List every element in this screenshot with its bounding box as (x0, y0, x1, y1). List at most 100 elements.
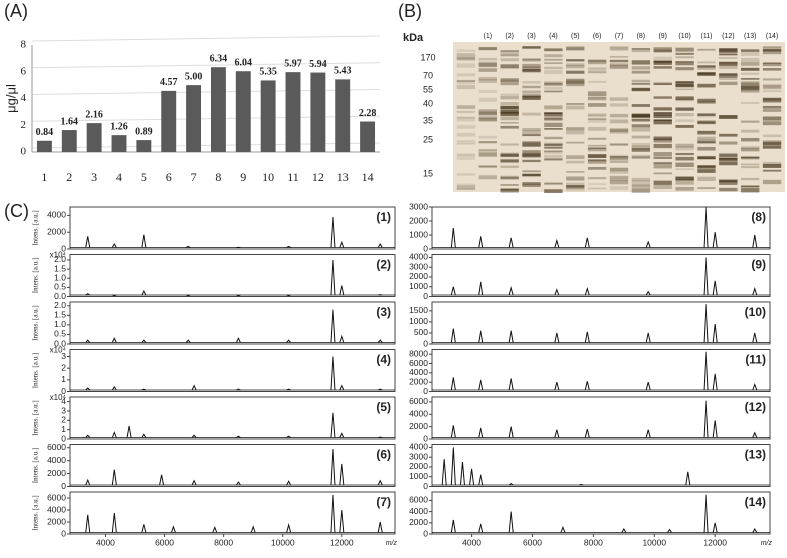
y-tick-label: 0 (423, 528, 428, 538)
peak (111, 242, 117, 248)
band (478, 175, 497, 177)
band (741, 177, 760, 181)
band (675, 180, 694, 185)
band (544, 117, 563, 121)
band (566, 160, 585, 164)
y-tick-label: 0 (21, 146, 27, 158)
spectrum-frame (69, 254, 396, 297)
band (609, 167, 629, 172)
band (741, 156, 760, 159)
y-tick-label: 1.0 (54, 272, 66, 282)
band (631, 127, 651, 132)
band (522, 66, 541, 71)
band (566, 127, 585, 131)
band (653, 112, 672, 116)
band (566, 71, 585, 74)
lane-label: (13) (744, 33, 756, 40)
y-tick-label: 4000 (409, 367, 428, 377)
y-tick-label: 0 (423, 243, 428, 253)
band (741, 72, 760, 75)
spectrum-frame (69, 444, 396, 487)
peak (377, 479, 383, 486)
band (456, 57, 476, 61)
band (609, 154, 629, 158)
peak (141, 289, 147, 296)
band (566, 46, 585, 50)
band (631, 135, 651, 139)
band (587, 154, 607, 158)
band (719, 153, 738, 157)
band (478, 149, 497, 152)
band (587, 182, 607, 186)
band (522, 154, 541, 158)
y-tick-label: 1500 (409, 305, 428, 315)
band (653, 140, 672, 143)
band (719, 73, 738, 78)
peak (703, 304, 709, 343)
band (675, 98, 694, 102)
band (697, 156, 716, 160)
band (478, 109, 497, 114)
peak (377, 339, 383, 343)
lane-label: (10) (678, 33, 690, 40)
x-tick-label: 4000 (462, 537, 481, 547)
value-label: 6.34 (210, 53, 228, 64)
x-tick-label: 14 (362, 170, 374, 184)
band (675, 61, 694, 64)
band (587, 70, 607, 74)
band (741, 83, 760, 86)
band (697, 130, 716, 135)
band (587, 155, 607, 159)
band (478, 89, 497, 94)
value-label: 0.89 (135, 126, 153, 137)
band (500, 143, 519, 146)
band (609, 129, 629, 133)
peak (508, 237, 514, 248)
grid-line (31, 115, 381, 122)
lane-label: (11) (700, 33, 712, 40)
band (697, 121, 716, 124)
peak (339, 384, 345, 391)
band (587, 59, 607, 65)
band (456, 84, 476, 90)
peak (250, 525, 256, 533)
band (609, 119, 629, 124)
band (653, 47, 672, 51)
band (566, 105, 585, 110)
y-tick-label: 6000 (409, 396, 428, 406)
bar (360, 121, 376, 152)
lane-label: (3) (527, 33, 536, 40)
value-label: 2.28 (359, 108, 377, 119)
spectrum-frame (69, 491, 396, 535)
x-tick-label: 5 (141, 170, 147, 184)
band (566, 48, 585, 51)
y-axis-label: Intens. [a.u.] (32, 353, 40, 388)
y-tick-label: 0 (61, 481, 66, 491)
band (653, 66, 672, 69)
y-tick-label: 6000 (409, 495, 428, 505)
band (741, 67, 760, 70)
peak (339, 334, 345, 343)
peak (703, 400, 709, 438)
spectrum-frame (431, 254, 771, 297)
peak (377, 242, 383, 248)
band (697, 61, 716, 64)
band (762, 85, 782, 90)
y-axis-label: Intens. [a.u.] (32, 448, 40, 483)
multiplier: x10⁴ (50, 346, 67, 355)
y-tick-label: 6000 (47, 492, 66, 502)
band (653, 184, 672, 189)
band (609, 155, 629, 160)
bar (235, 71, 251, 152)
band (697, 72, 716, 76)
band (544, 58, 563, 61)
peak (286, 339, 292, 343)
band (741, 57, 760, 63)
band (478, 117, 497, 122)
band (609, 63, 629, 66)
peak (85, 478, 91, 486)
y-tick-label: 4000 (47, 210, 66, 220)
peak (286, 294, 291, 297)
band (609, 161, 629, 164)
peak (752, 431, 758, 438)
